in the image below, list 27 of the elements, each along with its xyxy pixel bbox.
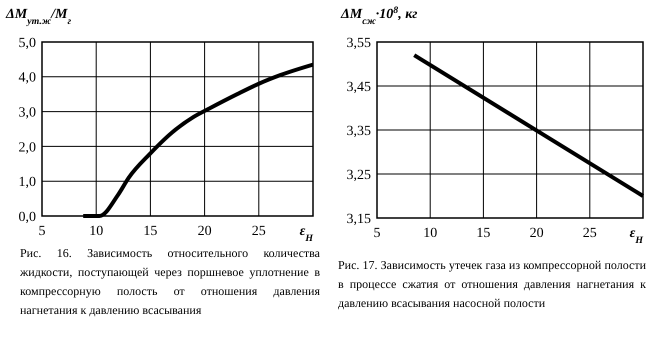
y-tick-label: 1,0 bbox=[18, 175, 36, 190]
text: Рис. 16. Зависимость относительного количества жидкости, поступающей через поршневое уплотнение в компрессорную полость от отношения давления нагнетания к давлению всасывания bbox=[20, 245, 320, 319]
y-axis-title: ΔM$_{ут.ж}$/M$_{г}$ bbox=[5, 7, 72, 26]
x-tick-label: 15 bbox=[476, 226, 490, 241]
x-tick-label: 10 bbox=[423, 226, 438, 241]
y-tick-label: 3,0 bbox=[18, 106, 36, 120]
y-tick-label: 2,0 bbox=[18, 140, 36, 156]
y-tick-label: 4,0 bbox=[18, 70, 36, 86]
x-axis-title: ε$_{Н}$ bbox=[630, 226, 644, 246]
y-tick-label: 3,15 bbox=[346, 212, 371, 227]
y-tick-label: 5,0 bbox=[18, 36, 36, 51]
y-axis-title: ΔM$_{сж}$·10$^{8}$, кг bbox=[340, 4, 418, 26]
x-axis-title: ε$_{Н}$ bbox=[300, 224, 314, 244]
x-tick-label: 20 bbox=[198, 224, 212, 239]
x-tick-label: 5 bbox=[374, 226, 380, 241]
x-tick-label: 25 bbox=[252, 224, 266, 239]
y-tick-label: 3,25 bbox=[346, 168, 371, 183]
y-tick-label: 3,35 bbox=[346, 124, 371, 139]
y-tick-label: 3,45 bbox=[346, 80, 371, 95]
x-tick-label: 5 bbox=[38, 224, 46, 239]
y-tick-label: 3,55 bbox=[346, 36, 371, 51]
x-tick-label: 25 bbox=[582, 226, 597, 241]
x-tick-label: 10 bbox=[89, 224, 104, 239]
y-tick-label: 0,0 bbox=[18, 210, 36, 225]
x-tick-label: 15 bbox=[143, 224, 158, 239]
x-tick-label: 20 bbox=[530, 226, 544, 241]
text: Рис. 17. Зависимость утечек газа из компрессорной полости в процессе сжатия от отношения давления нагнетания к давлению всасывания насосной полости bbox=[338, 257, 646, 312]
